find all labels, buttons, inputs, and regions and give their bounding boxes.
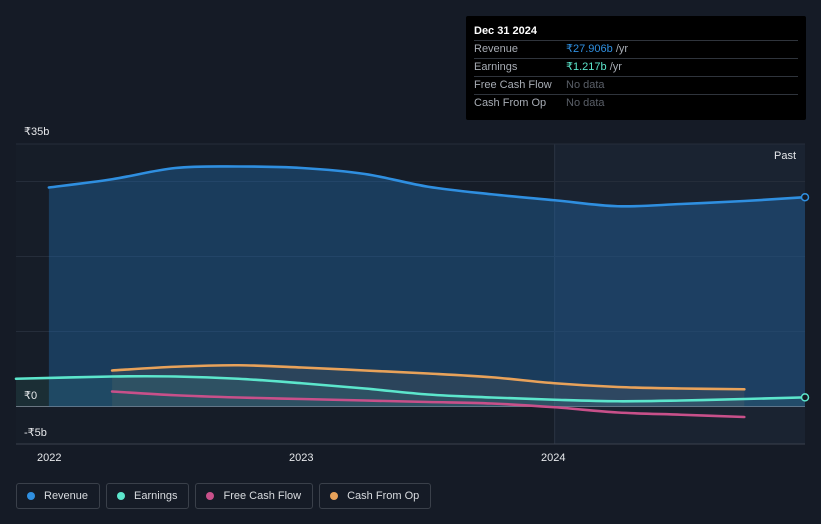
tooltip-label: Free Cash Flow <box>474 79 552 91</box>
x-tick-label: 2022 <box>37 452 62 464</box>
legend-item-cash-from-op[interactable]: Cash From Op <box>319 483 432 509</box>
tooltip-unit: /yr <box>606 61 622 73</box>
y-tick-label: ₹35b <box>24 126 50 138</box>
series-area-cash-from-op <box>112 365 745 407</box>
tooltip-date: Dec 31 2024 <box>474 25 537 37</box>
legend-label: Revenue <box>44 490 89 502</box>
y-tick-label: ₹0 <box>24 390 38 402</box>
series-line-revenue <box>47 165 807 208</box>
series-area-revenue <box>48 166 805 407</box>
legend-label: Free Cash Flow <box>223 490 302 502</box>
y-tick-label: -₹5b <box>24 427 47 439</box>
tooltip-value: ₹27.906b <box>566 43 613 55</box>
legend-dot-icon <box>27 492 35 500</box>
series-area-earnings <box>16 376 805 407</box>
series-line-earnings <box>14 374 807 403</box>
tooltip-row-revenue: Revenue ₹27.906b /yr <box>474 40 798 58</box>
tooltip-row-cash-from-op: Cash From Op No data <box>474 94 798 112</box>
legend-label: Cash From Op <box>347 490 420 502</box>
tooltip-label: Revenue <box>474 43 519 55</box>
legend-item-free-cash-flow[interactable]: Free Cash Flow <box>195 483 314 509</box>
legend-dot-icon <box>117 492 126 500</box>
tooltip-row-earnings: Earnings ₹1.217b /yr <box>474 58 798 76</box>
chart-legend: Revenue Earnings Free Cash Flow Cash Fro… <box>16 483 432 509</box>
series-line-free-cash-flow <box>110 390 746 419</box>
series-line-cash-from-op <box>110 363 746 391</box>
tooltip-label: Earnings <box>474 61 518 73</box>
past-label: Past <box>774 150 797 162</box>
legend-dot-icon <box>330 492 339 500</box>
tooltip-value: No data <box>566 79 605 91</box>
data-tooltip: Dec 31 2024 Revenue ₹27.906b /yr Earning… <box>466 16 806 120</box>
tooltip-label: Cash From Op <box>474 97 547 109</box>
tooltip-row-free-cash-flow: Free Cash Flow No data <box>474 76 798 94</box>
tooltip-value: ₹1.217b <box>566 61 607 73</box>
end-point-earnings <box>800 393 810 402</box>
legend-item-earnings[interactable]: Earnings <box>106 483 190 509</box>
legend-item-revenue[interactable]: Revenue <box>16 483 101 509</box>
legend-label: Earnings <box>134 490 178 502</box>
past-region <box>554 144 805 444</box>
x-tick-label: 2024 <box>541 452 566 464</box>
legend-dot-icon <box>206 492 215 500</box>
x-tick-label: 2023 <box>289 452 314 464</box>
end-point-revenue <box>800 192 810 202</box>
tooltip-unit: /yr <box>612 43 629 55</box>
tooltip-value: No data <box>566 97 605 109</box>
